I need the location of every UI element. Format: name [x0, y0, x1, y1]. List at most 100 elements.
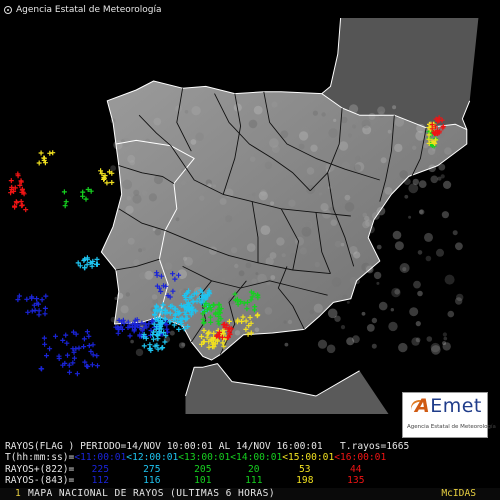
lightning-strike-plus-marker — [218, 316, 224, 322]
terrain-speckle — [442, 341, 447, 346]
lightning-strike-plus-marker — [220, 340, 226, 346]
terrain-speckle — [306, 184, 316, 195]
terrain-speckle — [442, 332, 447, 337]
terrain-speckle — [257, 273, 267, 284]
terrain-speckle — [344, 194, 351, 201]
lightning-strike-plus-marker — [15, 173, 21, 179]
lightning-strike-plus-marker — [211, 302, 217, 308]
terrain-speckle — [190, 139, 197, 145]
terrain-speckle — [305, 221, 312, 228]
terrain-speckle — [238, 270, 245, 277]
lightning-strike-plus-marker — [148, 347, 154, 353]
iberia-land — [101, 81, 467, 360]
terrain-speckle — [398, 342, 408, 353]
lightning-strike-plus-marker — [43, 293, 49, 299]
terrain-speckle — [294, 236, 305, 246]
terrain-speckle — [151, 294, 158, 300]
terrain-speckle — [431, 345, 441, 355]
terrain-speckle — [355, 155, 361, 161]
lightning-strike-plus-marker — [42, 341, 48, 347]
lightning-strike-plus-marker — [12, 203, 18, 209]
terrain-speckle — [266, 281, 271, 286]
terrain-speckle — [394, 241, 404, 251]
lightning-strike-plus-marker — [19, 203, 25, 209]
lightning-strike-plus-marker — [67, 369, 72, 375]
lightning-strike-plus-marker — [219, 334, 225, 340]
province-boundary-line — [251, 201, 259, 263]
terrain-speckle — [138, 248, 143, 253]
lightning-strike-plus-marker — [94, 256, 100, 262]
lightning-strike-plus-marker — [179, 315, 185, 321]
lightning-strike-plus-marker — [152, 343, 158, 349]
lightning-strike-plus-marker — [191, 291, 197, 297]
terrain-speckle — [221, 277, 226, 282]
terrain-speckle — [153, 174, 164, 185]
lightning-strike-plus-marker — [104, 180, 110, 186]
terrain-speckle — [380, 157, 387, 164]
terrain-speckle — [328, 128, 338, 138]
lightning-strike-plus-marker — [182, 309, 188, 315]
terrain-speckle — [412, 178, 419, 186]
terrain-speckle — [412, 145, 417, 150]
lightning-strike-plus-marker — [433, 124, 438, 130]
terrain-speckle — [330, 219, 338, 226]
terrain-speckle — [391, 287, 401, 298]
terrain-speckle — [306, 167, 315, 175]
terrain-speckle — [375, 209, 380, 214]
legend-interval-5: <15:00:01 — [282, 452, 335, 463]
lightning-strike-plus-marker — [251, 291, 257, 296]
lightning-strike-plus-marker — [142, 321, 148, 327]
lightning-strike-plus-marker — [36, 160, 42, 166]
legend-interval-2: <12:00:01 — [126, 452, 179, 463]
lightning-strike-plus-marker — [84, 262, 90, 268]
terrain-speckle — [245, 262, 252, 269]
lightning-strike-plus-marker — [94, 261, 99, 267]
terrain-speckle — [363, 124, 367, 129]
legend-negative-line: RAYOS-(843)= 112 116 101 111 198 135 — [5, 476, 495, 486]
africa-coastline — [194, 363, 360, 397]
lightning-strike-plus-marker — [153, 317, 159, 323]
lightning-strike-plus-marker — [154, 283, 160, 289]
lightning-strike-plus-marker — [426, 140, 432, 146]
lightning-strike-plus-marker — [227, 332, 233, 337]
terrain-speckle — [301, 226, 312, 237]
terrain-speckle — [392, 105, 397, 110]
terrain-speckle — [276, 237, 285, 246]
province-boundary-line — [315, 212, 331, 274]
lightning-strike-plus-marker — [176, 311, 182, 317]
lightning-strike-plus-marker — [437, 128, 443, 134]
lightning-strike-plus-marker — [80, 189, 86, 195]
terrain-speckle — [333, 118, 337, 122]
terrain-speckle — [349, 104, 359, 114]
lightning-strike-plus-marker — [216, 302, 222, 308]
terrain-speckle — [258, 191, 268, 201]
terrain-speckle — [248, 119, 258, 129]
legend-positive-count-4: 20 — [248, 464, 260, 475]
lightning-strike-plus-marker — [162, 339, 168, 345]
lightning-strike-plus-marker — [60, 337, 66, 343]
iberia-coastline — [100, 80, 468, 361]
lightning-strike-plus-marker — [75, 260, 81, 266]
lightning-strike-plus-marker — [252, 304, 258, 310]
terrain-speckle — [249, 246, 253, 250]
terrain-speckle — [252, 192, 256, 197]
lightning-strike-plus-marker — [243, 318, 249, 324]
terrain-speckle — [361, 119, 371, 129]
lightning-strike-plus-marker — [217, 329, 222, 335]
lightning-strike-plus-marker — [169, 303, 175, 309]
land-layer — [101, 18, 479, 414]
province-boundary-line — [182, 265, 328, 296]
lightning-strike-plus-marker — [80, 193, 86, 199]
terrain-speckle — [199, 195, 205, 201]
aemet-logo: AEmet Agencia Estatal de Meteorología — [402, 392, 496, 438]
terrain-speckle — [427, 147, 436, 155]
lightning-strike-plus-marker — [76, 345, 82, 351]
lightning-strike-plus-marker — [86, 343, 92, 349]
province-boundary-line — [118, 208, 166, 231]
terrain-speckle — [425, 255, 432, 262]
terrain-speckle — [135, 348, 144, 357]
lightning-strike-plus-marker — [41, 335, 47, 341]
terrain-speckle — [352, 124, 357, 129]
terrain-speckle — [371, 317, 378, 324]
